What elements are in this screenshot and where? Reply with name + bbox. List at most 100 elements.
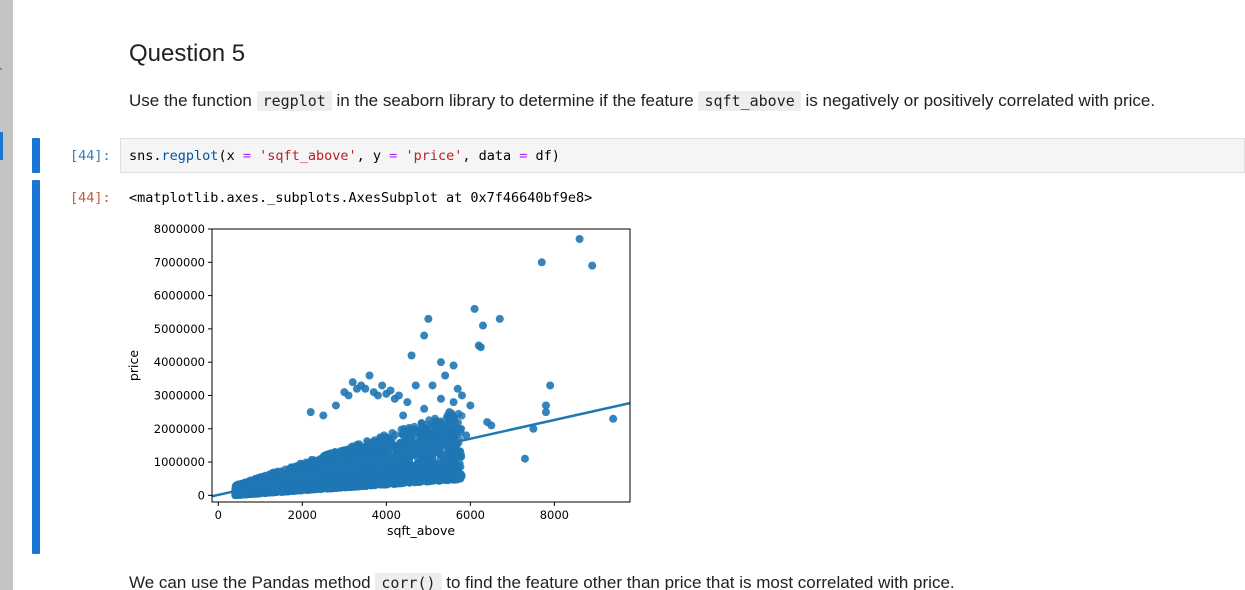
data-point: [457, 391, 466, 400]
data-point: [476, 343, 485, 352]
code-token: , data: [462, 148, 520, 164]
cloud-point: [350, 480, 359, 488]
cloud-point: [379, 467, 388, 476]
output-repr: <matplotlib.axes._subplots.AxesSubplot a…: [129, 190, 593, 206]
cloud-point: [411, 461, 420, 470]
cloud-point: [457, 412, 466, 420]
data-point: [394, 391, 403, 400]
x-ticks: 0 2000 4000 6000 8000: [215, 502, 569, 522]
inline-code-sqft-above: sqft_above: [698, 91, 801, 111]
data-point: [403, 398, 412, 407]
cloud-point: [382, 433, 391, 441]
output-collapser[interactable]: [32, 180, 40, 554]
cloud-point: [416, 428, 425, 437]
inline-code-corr: corr(): [375, 573, 442, 590]
cloud-point: [451, 455, 460, 464]
y-tick-label: 8000000: [154, 222, 205, 236]
cloud-point: [360, 467, 369, 475]
code-line[interactable]: sns.regplot(x = 'sqft_above', y = 'price…: [129, 148, 560, 164]
cloud-point: [402, 457, 411, 466]
desc-text-after: is negatively or positively correlated w…: [800, 91, 1156, 110]
inline-code-regplot: regplot: [256, 91, 332, 111]
cloud-point: [457, 453, 466, 461]
code-token: (x: [218, 148, 243, 164]
cloud-point: [396, 438, 404, 447]
data-point: [462, 431, 471, 440]
cloud-point: [386, 444, 394, 452]
data-point: [420, 404, 429, 413]
cloud-point: [319, 463, 328, 472]
cloud-point: [265, 470, 274, 479]
cloud-point: [367, 441, 375, 449]
cloud-point: [291, 463, 300, 472]
data-point: [541, 408, 550, 417]
data-point: [331, 401, 340, 410]
y-ticks: 0 1000000 2000000 3000000 4000000 5000000 6000…: [154, 222, 212, 502]
data-point: [441, 371, 450, 380]
next-text-before: We can use the Pandas method: [129, 573, 376, 590]
code-editor[interactable]: sns.regplot(x = 'sqft_above', y = 'price…: [120, 138, 1245, 173]
cloud-point: [445, 447, 454, 456]
y-tick-label: 7000000: [154, 255, 205, 269]
code-token: [251, 148, 259, 164]
cloud-point: [411, 436, 420, 444]
cloud-point: [259, 487, 267, 496]
code-token: 'sqft_above': [259, 148, 357, 164]
data-point: [428, 381, 437, 390]
code-token: , y: [356, 148, 390, 164]
scatter-chart: 0 1000000 2000000 3000000 4000000 5000000 6000…: [126, 222, 631, 538]
code-token: regplot: [161, 148, 219, 164]
data-point: [609, 414, 618, 423]
data-point: [348, 378, 357, 387]
y-tick-label: 5000000: [154, 322, 205, 336]
y-axis-label: price: [126, 350, 141, 381]
output-prompt: [44]:: [70, 190, 111, 206]
data-point: [495, 314, 504, 323]
code-token: sns: [129, 148, 154, 164]
cloud-point: [405, 479, 413, 487]
data-point: [520, 454, 529, 463]
dense-point-cloud: [231, 409, 466, 500]
data-point: [575, 234, 584, 243]
data-point: [424, 314, 433, 323]
cloud-point: [380, 443, 388, 452]
data-point: [373, 391, 382, 400]
cloud-point: [376, 480, 385, 489]
code-token: =: [519, 148, 528, 164]
active-cell-marker: [0, 132, 3, 160]
desc-text-middle: in the seaborn library to determine if t…: [331, 91, 699, 110]
cloud-point: [231, 482, 240, 490]
desc-text-before: Use the function: [129, 91, 257, 110]
data-point: [541, 401, 550, 410]
cloud-point: [327, 455, 336, 463]
question-heading: Question 5: [129, 40, 246, 67]
cloud-point: [371, 449, 380, 458]
cloud-point: [360, 452, 368, 461]
cloud-point: [359, 476, 367, 485]
cloud-point: [334, 483, 343, 492]
x-tick-label: 4000: [372, 508, 401, 522]
cloud-point: [426, 457, 435, 466]
cloud-point: [427, 420, 436, 429]
cloud-point: [311, 462, 319, 471]
cloud-point: [445, 435, 454, 443]
y-tick-label: 1000000: [154, 455, 205, 469]
data-point: [478, 321, 487, 330]
y-tick-label: 4000000: [154, 355, 205, 369]
cloud-point: [420, 423, 429, 432]
data-point: [449, 361, 458, 370]
cloud-point: [407, 469, 416, 477]
data-point: [466, 401, 475, 410]
cloud-point: [348, 442, 357, 450]
cloud-point: [429, 468, 437, 476]
code-token: 'price': [405, 148, 463, 164]
code-token: =: [389, 148, 398, 164]
cloud-point: [447, 426, 456, 435]
regplot-figure: 0 1000000 2000000 3000000 4000000 5000000 6000…: [120, 220, 640, 550]
cloud-point: [431, 414, 439, 423]
data-point: [411, 381, 420, 390]
x-tick-label: 2000: [288, 508, 317, 522]
input-collapser[interactable]: [32, 138, 40, 173]
cloud-point: [457, 425, 466, 433]
